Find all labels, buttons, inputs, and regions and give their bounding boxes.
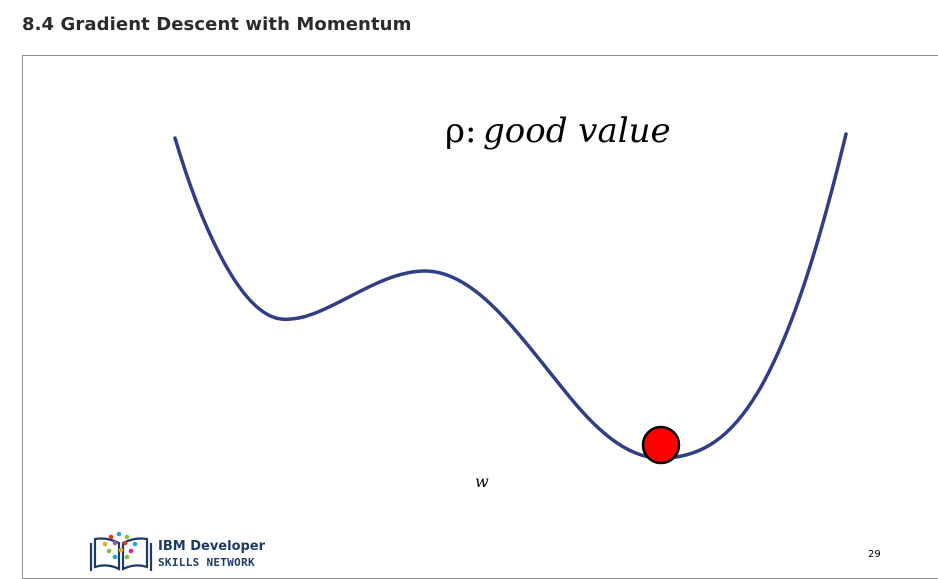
- heading-symbol: ρ:: [445, 111, 476, 151]
- logo-text-ibm-developer: IBM Developer: [158, 539, 266, 554]
- book-network-icon: [89, 531, 153, 571]
- axis-label-w: w: [475, 472, 489, 491]
- slide-page-number: 29: [868, 549, 881, 560]
- section-title: 8.4 Gradient Descent with Momentum: [22, 14, 412, 35]
- heading-text: good value: [483, 111, 671, 151]
- ibm-developer-skills-network-logo: IBM Developer SKILLS NETWORK: [89, 531, 279, 575]
- slide: ρ: good value w IBM Developer SKILLS NET…: [22, 55, 938, 579]
- ball-marker: [641, 425, 681, 465]
- loss-curve: [173, 132, 848, 461]
- logo-text-skills-network: SKILLS NETWORK: [158, 556, 255, 569]
- diagram-canvas: ρ: good value w: [173, 111, 848, 491]
